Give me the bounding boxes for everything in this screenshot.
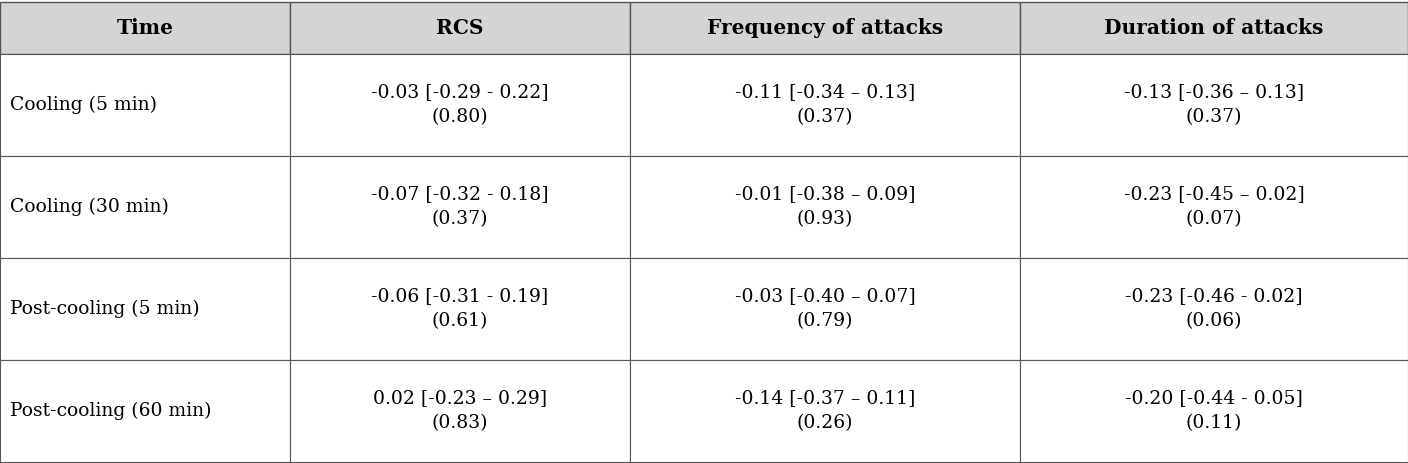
Text: -0.06 [-0.31 - 0.19]
(0.61): -0.06 [-0.31 - 0.19] (0.61): [372, 287, 549, 330]
Bar: [0, 257, 290, 359]
Bar: [290, 54, 629, 156]
Bar: [629, 1, 1019, 54]
Bar: [629, 156, 1019, 257]
Text: -0.14 [-0.37 – 0.11]
(0.26): -0.14 [-0.37 – 0.11] (0.26): [735, 389, 915, 432]
Bar: [629, 257, 1019, 359]
Bar: [0, 54, 290, 156]
Bar: [629, 54, 1019, 156]
Bar: [1019, 359, 1408, 462]
Bar: [1019, 1, 1408, 54]
Text: -0.03 [-0.40 – 0.07]
(0.79): -0.03 [-0.40 – 0.07] (0.79): [735, 287, 915, 330]
Bar: [0, 359, 290, 462]
Text: RCS: RCS: [436, 18, 484, 38]
Bar: [290, 257, 629, 359]
Text: Cooling (5 min): Cooling (5 min): [10, 95, 158, 113]
Text: -0.11 [-0.34 – 0.13]
(0.37): -0.11 [-0.34 – 0.13] (0.37): [735, 83, 915, 126]
Text: Time: Time: [117, 18, 173, 38]
Text: -0.13 [-0.36 – 0.13]
(0.37): -0.13 [-0.36 – 0.13] (0.37): [1124, 83, 1304, 126]
Bar: [290, 1, 629, 54]
Bar: [290, 156, 629, 257]
Bar: [1019, 54, 1408, 156]
Text: Duration of attacks: Duration of attacks: [1104, 18, 1324, 38]
Bar: [0, 156, 290, 257]
Bar: [1019, 257, 1408, 359]
Text: -0.07 [-0.32 - 0.18]
(0.37): -0.07 [-0.32 - 0.18] (0.37): [372, 185, 549, 228]
Bar: [0, 1, 290, 54]
Text: Post-cooling (60 min): Post-cooling (60 min): [10, 401, 211, 419]
Bar: [629, 359, 1019, 462]
Text: Frequency of attacks: Frequency of attacks: [707, 18, 943, 38]
Text: -0.03 [-0.29 - 0.22]
(0.80): -0.03 [-0.29 - 0.22] (0.80): [372, 83, 549, 126]
Text: Cooling (30 min): Cooling (30 min): [10, 197, 169, 216]
Bar: [290, 359, 629, 462]
Text: -0.20 [-0.44 - 0.05]
(0.11): -0.20 [-0.44 - 0.05] (0.11): [1125, 389, 1302, 432]
Text: -0.23 [-0.46 - 0.02]
(0.06): -0.23 [-0.46 - 0.02] (0.06): [1125, 287, 1302, 330]
Text: -0.23 [-0.45 – 0.02]
(0.07): -0.23 [-0.45 – 0.02] (0.07): [1124, 185, 1304, 228]
Text: -0.01 [-0.38 – 0.09]
(0.93): -0.01 [-0.38 – 0.09] (0.93): [735, 185, 915, 228]
Text: Post-cooling (5 min): Post-cooling (5 min): [10, 300, 200, 318]
Bar: [1019, 156, 1408, 257]
Text: 0.02 [-0.23 – 0.29]
(0.83): 0.02 [-0.23 – 0.29] (0.83): [373, 389, 548, 432]
